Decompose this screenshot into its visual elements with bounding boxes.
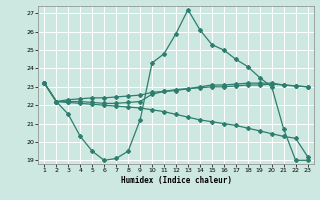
- X-axis label: Humidex (Indice chaleur): Humidex (Indice chaleur): [121, 176, 231, 185]
